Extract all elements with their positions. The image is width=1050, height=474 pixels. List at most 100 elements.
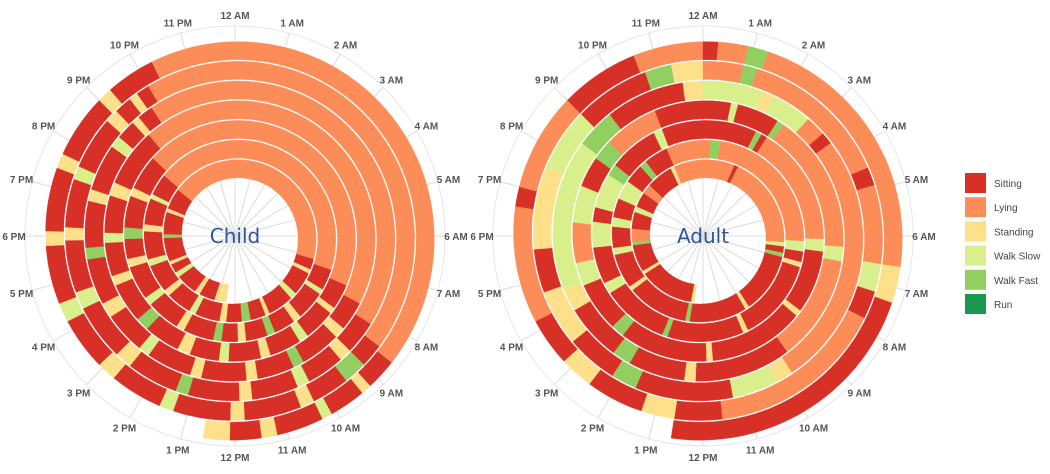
segment-sitting xyxy=(670,296,892,441)
segments xyxy=(513,41,903,441)
segment-standing xyxy=(230,401,245,421)
segment-sitting xyxy=(84,200,107,248)
segment-standing xyxy=(682,80,704,101)
segment-standing xyxy=(45,230,65,247)
segment-sitting xyxy=(143,231,166,260)
hour-label: 6 PM xyxy=(2,232,25,243)
segment-sitting xyxy=(200,360,247,382)
adult-chart: 12 AM 1 AM 2 AM 3 AM 4 AM 5 AM 6 AM 7 AM 8 AM 9 A… xyxy=(470,11,935,464)
legend-label: Walk Fast xyxy=(994,276,1038,287)
hour-label: 8 PM xyxy=(32,122,55,133)
legend-swatch xyxy=(965,197,986,218)
hour-label: 6 PM xyxy=(470,232,493,243)
segment-standing xyxy=(65,226,84,241)
hour-label: 9 AM xyxy=(848,388,872,399)
hour-label: 2 PM xyxy=(581,423,604,434)
hour-label: 12 PM xyxy=(221,453,250,464)
hour-label: 1 AM xyxy=(748,19,772,30)
legend-item-run: Run xyxy=(965,294,1012,314)
segment-sitting xyxy=(221,323,238,342)
legend-item-lying: Lying xyxy=(965,197,1018,218)
hour-label: 2 AM xyxy=(802,41,826,52)
hour-label: 12 PM xyxy=(689,453,718,464)
hour-label: 10 PM xyxy=(578,41,607,52)
segment-lying xyxy=(572,222,595,264)
legend-item-sitting: Sitting xyxy=(965,173,1022,193)
segment-sitting xyxy=(673,400,723,421)
hour-label: 5 AM xyxy=(437,175,461,186)
hour-label: 7 AM xyxy=(437,289,461,300)
segment-walk-fast xyxy=(124,227,143,240)
hour-label: 3 AM xyxy=(380,76,404,87)
hour-label: 9 PM xyxy=(535,76,558,87)
hour-label: 12 AM xyxy=(688,11,717,22)
segment-sitting xyxy=(228,340,262,362)
legend-label: Walk Slow xyxy=(994,252,1041,263)
segment-sitting xyxy=(229,419,262,441)
legend-swatch xyxy=(965,221,986,242)
hour-label: 10 AM xyxy=(799,423,828,434)
hour-label: 3 PM xyxy=(67,388,90,399)
hour-label: 6 AM xyxy=(444,232,468,243)
segment-sitting xyxy=(225,303,242,323)
segment-standing xyxy=(238,381,253,401)
hour-label: 9 PM xyxy=(67,76,90,87)
hour-label: 6 AM xyxy=(912,232,936,243)
hour-label: 4 AM xyxy=(415,122,439,133)
hour-label: 11 AM xyxy=(278,445,307,456)
legend-swatch xyxy=(965,269,986,290)
segments xyxy=(45,41,435,441)
center-title: Child xyxy=(210,224,260,248)
legend-swatch xyxy=(965,173,986,193)
legend-label: Standing xyxy=(994,227,1033,238)
hour-label: 7 PM xyxy=(10,175,33,186)
legend: Sitting Lying Standing Walk Slow Walk Fast Ru… xyxy=(965,173,1041,314)
hour-label: 4 PM xyxy=(32,343,55,354)
segment-sitting xyxy=(611,226,632,248)
child-chart: 12 AM 1 AM 2 AM 3 AM 4 AM 5 AM 6 AM 7 AM 8 AM 9 A… xyxy=(2,11,467,464)
segment-lying xyxy=(716,41,749,65)
segment-sitting xyxy=(702,41,719,61)
segment-sitting xyxy=(124,238,146,260)
segment-sitting xyxy=(702,100,732,121)
segment-walk-slow xyxy=(592,221,612,248)
legend-swatch xyxy=(965,294,986,314)
hour-label: 4 AM xyxy=(883,122,907,133)
hour-label: 8 AM xyxy=(883,343,907,354)
segment-lying xyxy=(702,61,745,84)
legend-label: Sitting xyxy=(994,179,1022,190)
hour-label: 3 AM xyxy=(848,76,872,87)
hour-label: 5 PM xyxy=(10,289,33,300)
segment-standing xyxy=(671,61,704,83)
hour-label: 10 AM xyxy=(331,423,360,434)
hour-label: 11 PM xyxy=(164,19,192,30)
legend-label: Lying xyxy=(994,203,1018,214)
hour-label: 9 AM xyxy=(380,388,404,399)
segment-walk-slow xyxy=(104,232,124,243)
hour-label: 3 PM xyxy=(535,388,558,399)
hour-label: 4 PM xyxy=(500,343,523,354)
hour-label: 7 PM xyxy=(478,175,501,186)
hour-label: 5 PM xyxy=(478,289,501,300)
hour-label: 1 PM xyxy=(634,445,657,456)
legend-item-walk-fast: Walk Fast xyxy=(965,269,1038,290)
segment-standing xyxy=(202,420,231,441)
hour-label: 1 AM xyxy=(280,19,304,30)
center-title: Adult xyxy=(677,224,729,248)
hour-label: 11 PM xyxy=(632,19,660,30)
legend-item-standing: Standing xyxy=(965,221,1033,242)
legend-item-walk-slow: Walk Slow xyxy=(965,245,1041,266)
hour-label: 8 AM xyxy=(415,343,439,354)
segment-lying xyxy=(631,228,651,242)
segment-standing xyxy=(705,342,713,362)
hour-label: 8 PM xyxy=(500,122,523,133)
legend-swatch xyxy=(965,245,986,266)
legend-label: Run xyxy=(994,300,1012,311)
hour-label: 5 AM xyxy=(905,175,929,186)
hour-label: 12 AM xyxy=(220,11,249,22)
hour-label: 2 PM xyxy=(113,423,136,434)
hour-label: 2 AM xyxy=(334,41,358,52)
hour-label: 10 PM xyxy=(110,41,139,52)
hour-label: 1 PM xyxy=(166,445,189,456)
